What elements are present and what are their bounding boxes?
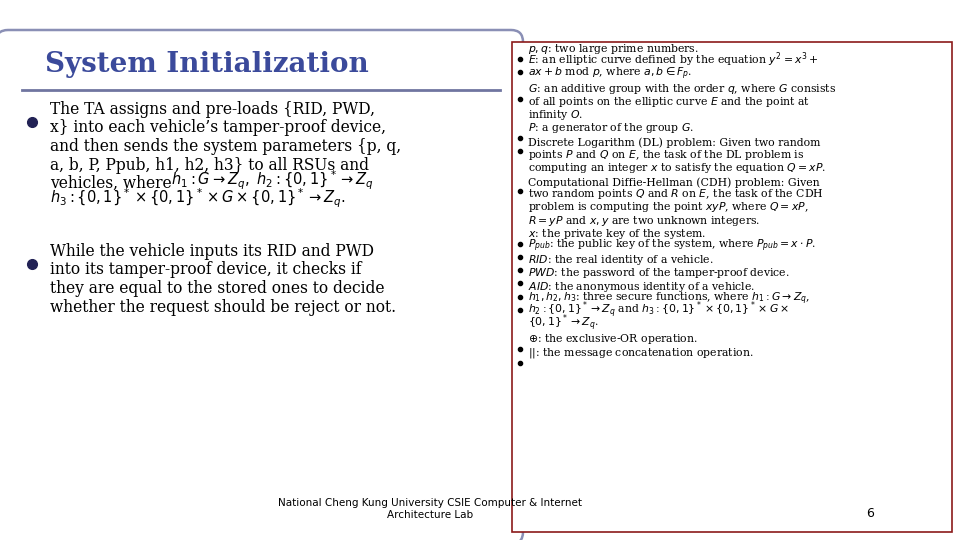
Text: While the vehicle inputs its RID and PWD: While the vehicle inputs its RID and PWD [50,243,374,260]
Text: $||$: the message concatenation operation.: $||$: the message concatenation operatio… [528,346,754,360]
Text: computing an integer $x$ to satisfy the equation $Q = xP$.: computing an integer $x$ to satisfy the … [528,161,827,175]
Text: $RID$: the real identity of a vehicle.: $RID$: the real identity of a vehicle. [528,253,713,267]
Text: $x$: the private key of the system.: $x$: the private key of the system. [528,227,707,241]
Text: $P$: a generator of the group $G$.: $P$: a generator of the group $G$. [528,121,694,135]
Text: $PWD$: the password of the tamper-proof device.: $PWD$: the password of the tamper-proof … [528,266,789,280]
Text: they are equal to the stored ones to decide: they are equal to the stored ones to dec… [50,280,385,297]
Text: The TA assigns and pre-loads {RID, PWD,: The TA assigns and pre-loads {RID, PWD, [50,101,375,118]
Text: infinity $O$.: infinity $O$. [528,108,584,122]
Text: $R = yP$ and $x, y$ are two unknown integers.: $R = yP$ and $x, y$ are two unknown inte… [528,214,760,227]
Text: whether the request should be reject or not.: whether the request should be reject or … [50,299,396,315]
Text: Discrete Logarithm (DL) problem: Given two random: Discrete Logarithm (DL) problem: Given t… [528,138,821,148]
Text: $h_2 : \{0,1\}^* \rightarrow Z_q$ and $h_3 : \{0,1\}^* \times \{0,1\}^* \times G: $h_2 : \{0,1\}^* \rightarrow Z_q$ and $h… [528,299,789,320]
Text: $E$: an elliptic curve defined by the equation $y^2 = x^3 +$: $E$: an elliptic curve defined by the eq… [528,51,818,69]
Text: vehicles, where: vehicles, where [50,175,177,192]
Text: and then sends the system parameters {p, q,: and then sends the system parameters {p,… [50,138,401,155]
Text: x} into each vehicle’s tamper-proof device,: x} into each vehicle’s tamper-proof devi… [50,119,386,137]
Text: $G$: an additive group with the order $q$, where $G$ consists: $G$: an additive group with the order $q… [528,82,836,96]
Bar [512,42,952,532]
Text: $P_{pub}$: the public key of the system, where $P_{pub} = x \cdot P$.: $P_{pub}$: the public key of the system,… [528,238,816,254]
Text: System Initialization: System Initialization [45,51,369,78]
FancyBboxPatch shape [0,30,523,540]
Text: problem is computing the point $xyP$, where $Q = xP$,: problem is computing the point $xyP$, wh… [528,200,808,214]
Text: $AID$: the anonymous identity of a vehicle.: $AID$: the anonymous identity of a vehic… [528,280,756,294]
Text: a, b, P, Ppub, h1, h2, h3} to all RSUs and: a, b, P, Ppub, h1, h2, h3} to all RSUs a… [50,157,369,173]
Text: $h_1 : G \rightarrow Z_q,\ h_2 : \{0,1\}^* \rightarrow Z_q$: $h_1 : G \rightarrow Z_q,\ h_2 : \{0,1\}… [171,168,373,192]
Text: Computational Diffie-Hellman (CDH) problem: Given: Computational Diffie-Hellman (CDH) probl… [528,178,820,188]
Text: points $P$ and $Q$ on $E$, the task of the DL problem is: points $P$ and $Q$ on $E$, the task of t… [528,147,804,161]
Text: $p, q$: two large prime numbers.: $p, q$: two large prime numbers. [528,42,699,56]
Text: into its tamper-proof device, it checks if: into its tamper-proof device, it checks … [50,261,362,279]
Text: $h_3 : \{0,1\}^* \times \{0,1\}^* \times G \times \{0,1\}^* \rightarrow Z_q.$: $h_3 : \{0,1\}^* \times \{0,1\}^* \times… [50,187,346,211]
Text: of all points on the elliptic curve $E$ and the point at: of all points on the elliptic curve $E$ … [528,95,810,109]
Text: 6: 6 [866,507,874,520]
Text: $ax + b$ mod $p$, where $a, b \in F_p$.: $ax + b$ mod $p$, where $a, b \in F_p$. [528,66,692,83]
Text: $h_1, h_2, h_3$: three secure functions, where $h_1 : G \rightarrow Z_q$,: $h_1, h_2, h_3$: three secure functions,… [528,291,810,307]
Text: $\oplus$: the exclusive-OR operation.: $\oplus$: the exclusive-OR operation. [528,333,698,346]
Text: $\{0,1\}^* \rightarrow Z_q$.: $\{0,1\}^* \rightarrow Z_q$. [528,312,599,333]
Text: two random points $Q$ and $R$ on $E$, the task of the CDH: two random points $Q$ and $R$ on $E$, th… [528,187,824,201]
Text: National Cheng Kung University CSIE Computer & Internet
Architecture Lab: National Cheng Kung University CSIE Comp… [278,498,582,520]
